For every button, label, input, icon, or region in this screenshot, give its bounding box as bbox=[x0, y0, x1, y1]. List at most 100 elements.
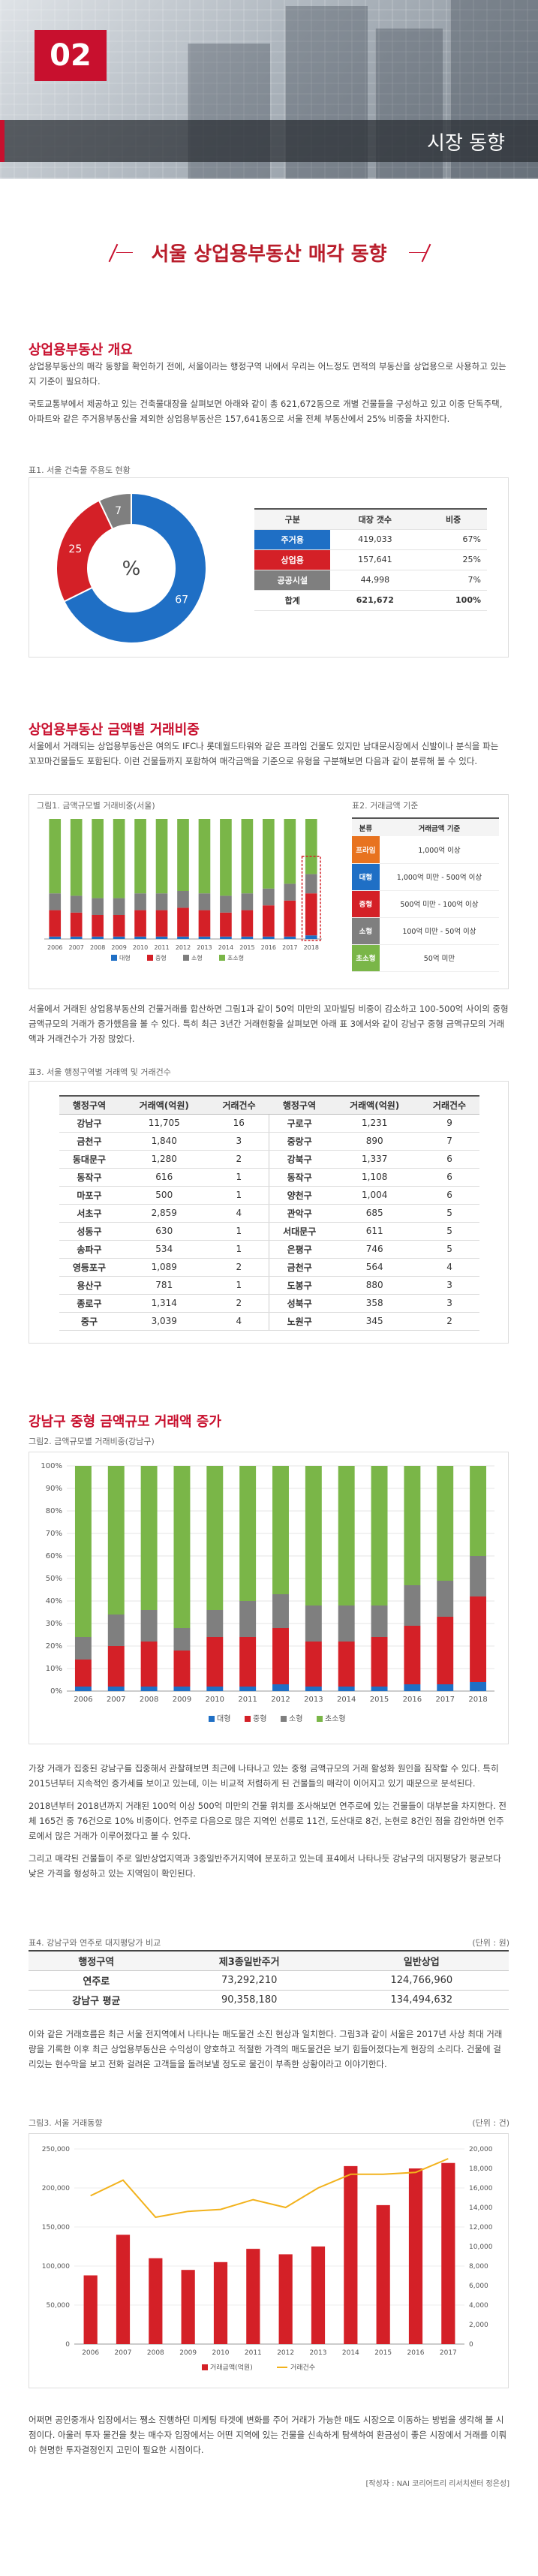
district-table-body: 강남구 11,705 16 구로구 1,231 9 금천구 1,840 3 중랑구 890 7 동대문구… bbox=[59, 1114, 479, 1331]
bar-segment bbox=[338, 1642, 355, 1687]
y-tick-label: 90% bbox=[46, 1485, 62, 1493]
bar-segment bbox=[206, 1637, 224, 1687]
value-cell: 11,705 bbox=[119, 1114, 209, 1133]
paragraph: 2018년부터 2018년까지 거래된 100억 이상 500억 미만의 건물 … bbox=[29, 1801, 507, 1841]
value-cell: 1 bbox=[209, 1168, 269, 1187]
legend-swatch bbox=[202, 2364, 208, 2370]
figure-box: 그림1. 금액규모별 거래비중(서울) 2006 2007 2008 2009 2010… bbox=[29, 794, 509, 989]
bar-segment bbox=[437, 1684, 454, 1691]
value-cell: 6 bbox=[419, 1150, 479, 1169]
bar bbox=[311, 2246, 326, 2344]
section-body: 서울에서 거래된 상업용부동산의 건물거래를 합산하면 그림1과 같이 50억 … bbox=[29, 1001, 509, 1054]
value-cell: 3,039 bbox=[119, 1312, 209, 1331]
value-cell: 1,004 bbox=[329, 1186, 420, 1205]
chapter-title: 시장 동향 bbox=[427, 132, 505, 155]
district-cell: 동대문구 bbox=[59, 1150, 119, 1169]
paragraph: 서울에서 거래된 상업용부동산의 건물거래를 합산하면 그림1과 같이 50억 … bbox=[29, 1004, 509, 1044]
table-header: 거래액(억원) bbox=[119, 1095, 209, 1115]
bar-segment bbox=[263, 905, 275, 937]
bar bbox=[278, 2254, 293, 2344]
value-cell: 2 bbox=[209, 1150, 269, 1169]
legend-swatch bbox=[147, 955, 153, 961]
y-tick-label: 150,000 bbox=[42, 2224, 70, 2231]
x-tick-label: 2015 bbox=[370, 1696, 389, 1704]
paragraph: 가장 거래가 집중된 강남구를 집중해서 관찰해보면 최근에 나타나고 있는 중… bbox=[29, 1763, 499, 1789]
bar bbox=[246, 2249, 260, 2344]
value-cell: 1,089 bbox=[119, 1258, 209, 1277]
y2-tick-label: 4,000 bbox=[469, 2302, 488, 2310]
donut-slice bbox=[98, 492, 132, 530]
bar-segment bbox=[173, 1687, 191, 1691]
figure-caption: 그림2. 금액규모별 거래비중(강남구) bbox=[29, 1437, 155, 1446]
x-tick-label: 2015 bbox=[239, 944, 254, 951]
x-tick-label: 2018 bbox=[304, 944, 319, 951]
bar-segment bbox=[404, 1466, 421, 1585]
table-row: 중구 3,039 4 노원구 345 2 bbox=[59, 1312, 479, 1331]
table-header: 거래건수 bbox=[209, 1095, 269, 1115]
y2-tick-label: 16,000 bbox=[469, 2185, 493, 2192]
value-cell: 134,494,632 bbox=[334, 1990, 509, 2010]
paragraph: 그리고 매각된 건물들이 주로 일반상업지역과 3종일반주거지역에 분포하고 있… bbox=[29, 1853, 501, 1879]
y2-tick-label: 14,000 bbox=[469, 2204, 493, 2212]
table-row: 초소형 50억 미만 bbox=[352, 944, 499, 972]
bar-segment bbox=[338, 1687, 355, 1691]
district-cell: 노원구 bbox=[269, 1312, 330, 1331]
y2-tick-label: 10,000 bbox=[469, 2243, 493, 2251]
x-tick-label: 2011 bbox=[154, 944, 169, 951]
bar-segment bbox=[206, 1466, 224, 1610]
value-cell: 5 bbox=[419, 1222, 479, 1241]
bar-segment bbox=[371, 1687, 388, 1691]
value-cell: 7 bbox=[419, 1132, 479, 1151]
table-header: 구분 bbox=[254, 509, 331, 530]
value-cell: 5 bbox=[419, 1204, 479, 1223]
x-tick-label: 2010 bbox=[133, 944, 148, 951]
value-cell: 685 bbox=[329, 1204, 420, 1223]
criteria-cell: 50억 미만 bbox=[379, 944, 499, 972]
bar-segment bbox=[74, 1466, 92, 1637]
value-cell: 3 bbox=[419, 1276, 479, 1295]
district-cell: 성동구 bbox=[59, 1222, 119, 1241]
x-tick-label: 2017 bbox=[436, 1696, 455, 1704]
x-tick-label: 2017 bbox=[440, 2349, 457, 2357]
paragraph: 서울에서 거래되는 상업용부동산은 여의도 IFC나 롯데월드타워와 같은 프라… bbox=[29, 741, 499, 766]
bar-segment bbox=[272, 1594, 289, 1628]
value-cell: 3 bbox=[209, 1132, 269, 1151]
table-row: 공공시설 44,998 7% bbox=[254, 570, 487, 591]
value-cell: 6 bbox=[419, 1168, 479, 1187]
figure-caption: 표3. 서울 행정구역별 거래액 및 거래건수 bbox=[29, 1067, 171, 1077]
bar-segment bbox=[437, 1581, 454, 1617]
value-cell: 1,314 bbox=[119, 1294, 209, 1313]
donut-slice bbox=[56, 499, 114, 603]
value-cell: 746 bbox=[329, 1240, 420, 1259]
value-cell: 1 bbox=[209, 1186, 269, 1205]
district-cell: 구로구 bbox=[269, 1114, 330, 1133]
figure-box: 67 25 7% 구분 대장 갯수 비중 주거용 419,033 67% 상업용 1… bbox=[29, 477, 509, 658]
legend-label: 소형 bbox=[191, 955, 203, 961]
district-cell: 강남구 평균 bbox=[29, 1990, 164, 2010]
category-cell: 소형 bbox=[352, 917, 380, 945]
value-cell: 6 bbox=[419, 1186, 479, 1205]
x-tick-label: 2008 bbox=[147, 2349, 164, 2357]
y2-tick-label: 0 bbox=[469, 2341, 473, 2349]
y2-tick-label: 2,000 bbox=[469, 2322, 488, 2329]
bar-segment bbox=[437, 1617, 454, 1684]
x-tick-label: 2014 bbox=[218, 944, 233, 951]
y2-tick-label: 20,000 bbox=[469, 2146, 493, 2153]
bar-segment bbox=[284, 819, 296, 884]
y-tick-label: 100% bbox=[41, 1462, 62, 1470]
section-body: 상업용부동산의 매각 동향을 확인하기 전에, 서울이라는 행정구역 내에서 우… bbox=[29, 359, 509, 434]
section-body: 어쩌면 공인중개사 입장에서는 쨍소 진행하던 미케팅 타겟에 변화를 주어 거… bbox=[29, 2412, 509, 2465]
usage-table: 구분 대장 갯수 비중 주거용 419,033 67% 상업용 157,641 … bbox=[254, 508, 487, 611]
table-row: 상업용 157,641 25% bbox=[254, 549, 487, 570]
section-body: 이와 같은 거래흐름은 최근 서울 전지역에서 나타나는 매도물건 소진 현상과… bbox=[29, 2027, 509, 2079]
bar-segment bbox=[263, 888, 275, 906]
table-row: 서초구 2,859 4 관악구 685 5 bbox=[59, 1204, 479, 1223]
value-cell: 781 bbox=[119, 1276, 209, 1295]
bar-segment bbox=[305, 819, 317, 874]
criteria-cell: 1,000억 미만 - 500억 이상 bbox=[379, 863, 499, 891]
x-tick-label: 2009 bbox=[173, 1696, 191, 1704]
table-row: 중형 500억 미만 - 100억 이상 bbox=[352, 890, 499, 918]
y-tick-label: 250,000 bbox=[42, 2146, 70, 2153]
y-tick-label: 0% bbox=[50, 1687, 62, 1696]
table-row: 용산구 781 1 도봉구 880 3 bbox=[59, 1276, 479, 1295]
